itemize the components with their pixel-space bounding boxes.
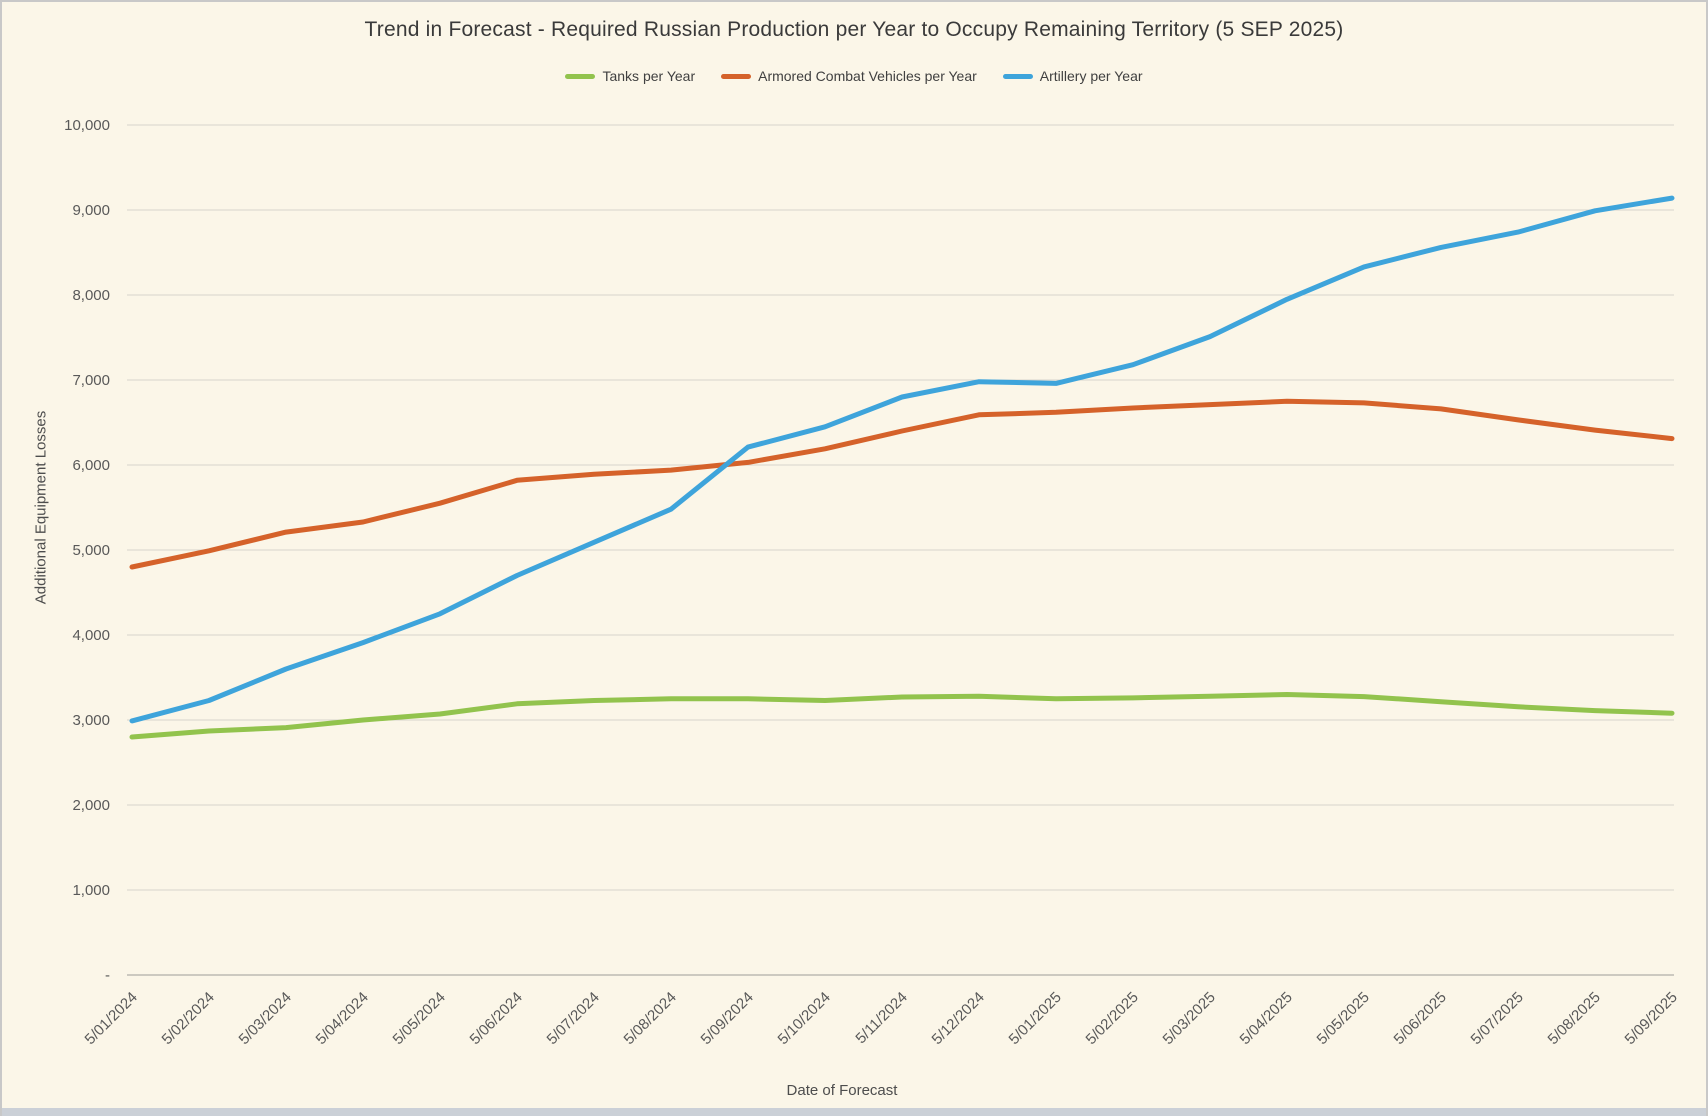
y-tick-label: 10,000 — [64, 117, 110, 134]
x-tick-label: 5/04/2024 — [313, 989, 372, 1048]
legend-swatch-armored-combat-vehicles-icon — [721, 73, 752, 79]
legend-item-armored-combat-vehicles: Armored Combat Vehicles per Year — [721, 68, 977, 84]
legend-item-tanks: Tanks per Year — [565, 68, 695, 84]
x-tick-label: 5/05/2025 — [1314, 989, 1373, 1048]
legend-label-armored-combat-vehicles: Armored Combat Vehicles per Year — [758, 68, 977, 84]
x-tick-label: 5/07/2025 — [1468, 989, 1527, 1048]
y-tick-label: 3,000 — [72, 712, 110, 729]
x-tick-label: 5/12/2024 — [929, 989, 988, 1048]
x-axis-title: Date of Forecast — [786, 1082, 898, 1099]
y-tick-label: 2,000 — [72, 797, 110, 814]
x-tick-label: 5/02/2024 — [159, 989, 218, 1048]
x-tick-label: 5/08/2024 — [621, 989, 680, 1048]
y-tick-label: 1,000 — [72, 882, 110, 899]
series-line-artillery-per-year — [129, 195, 1675, 724]
legend-label-artillery: Artillery per Year — [1039, 68, 1143, 84]
y-tick-label: 4,000 — [72, 627, 110, 644]
series-line-armored-combat-vehicles-per-year — [129, 398, 1675, 570]
x-tick-label: 5/10/2024 — [775, 989, 834, 1048]
chart-legend: Tanks per Year Armored Combat Vehicles p… — [2, 68, 1706, 84]
y-tick-label: 6,000 — [72, 457, 110, 474]
legend-label-tanks: Tanks per Year — [602, 68, 696, 84]
y-tick-label: 9,000 — [72, 202, 110, 219]
y-axis-title: Additional Equipment Losses — [32, 410, 50, 605]
y-tick-label: 7,000 — [72, 372, 110, 389]
series-line-tanks-per-year — [129, 692, 1675, 740]
x-tick-label: 5/08/2025 — [1545, 989, 1604, 1048]
y-tick-label: 5,000 — [72, 542, 110, 559]
x-tick-label: 5/06/2024 — [467, 989, 526, 1048]
legend-item-artillery: Artillery per Year — [1002, 68, 1143, 84]
legend-swatch-artillery-icon — [1002, 73, 1033, 79]
y-tick-label: - — [105, 967, 110, 984]
x-tick-label: 5/05/2024 — [390, 989, 449, 1048]
x-tick-label: 5/07/2024 — [544, 989, 603, 1048]
x-tick-label: 5/03/2024 — [236, 989, 295, 1048]
window-bottom-edge — [2, 1108, 1706, 1116]
x-tick-label: 5/09/2025 — [1622, 989, 1681, 1048]
x-tick-label: 5/09/2024 — [698, 989, 757, 1048]
x-tick-label: 5/11/2024 — [852, 989, 910, 1047]
x-tick-label: 5/03/2025 — [1160, 989, 1219, 1048]
x-tick-label: 5/06/2025 — [1391, 989, 1450, 1048]
y-tick-label: 8,000 — [72, 287, 110, 304]
legend-swatch-tanks-icon — [565, 73, 596, 79]
x-tick-label: 5/02/2025 — [1083, 989, 1142, 1048]
x-tick-label: 5/01/2024 — [82, 989, 141, 1048]
chart-title: Trend in Forecast - Required Russian Pro… — [364, 18, 1344, 41]
x-tick-label: 5/04/2025 — [1237, 989, 1296, 1048]
x-tick-label: 5/01/2025 — [1006, 989, 1065, 1048]
